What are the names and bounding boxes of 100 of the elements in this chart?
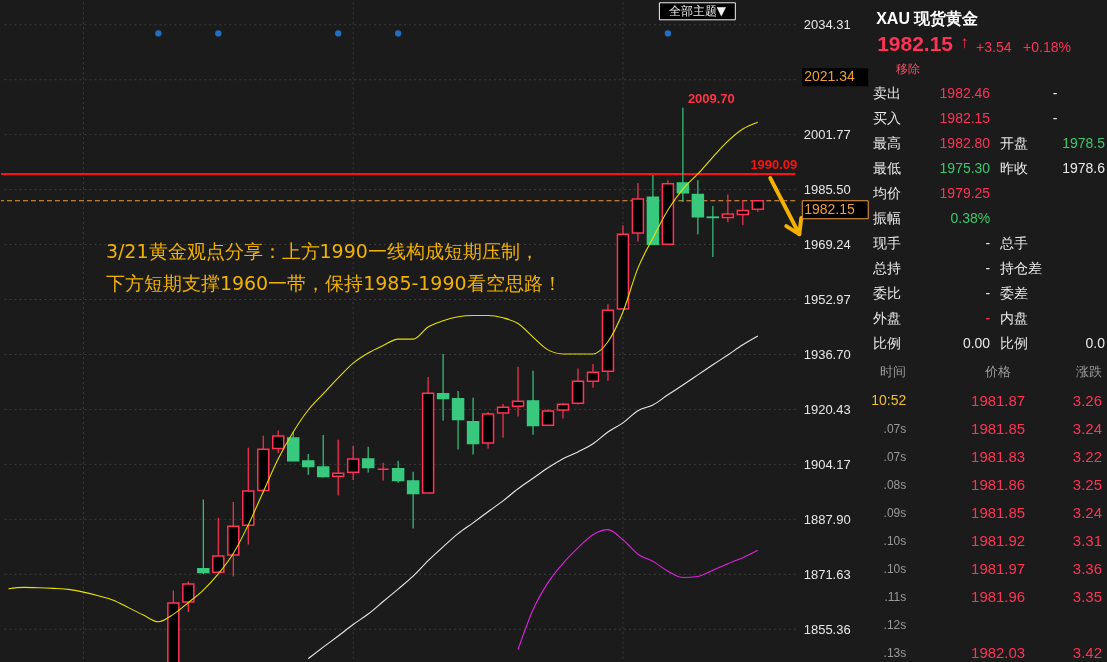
text: 1981.97: [971, 559, 1026, 577]
text: 3.24: [1072, 419, 1102, 437]
text: ↑: [960, 33, 969, 53]
candlestick: [406, 471, 420, 530]
text: .12s: [883, 617, 907, 632]
text: 1982.03: [971, 643, 1026, 661]
text: +3.54: [976, 39, 1012, 56]
text: 涨跌: [1076, 363, 1102, 379]
y-tick-label: 1871.63: [803, 566, 851, 582]
y-tick-label: 1952.97: [803, 291, 851, 307]
text: -: [1052, 110, 1058, 127]
text: 1981.87: [971, 391, 1026, 409]
text: 3.24: [1072, 503, 1102, 521]
text: 时间: [880, 363, 907, 379]
annotation: 2009.70: [687, 90, 735, 106]
text: 卖出: [873, 85, 902, 102]
text: 振幅: [873, 210, 902, 227]
text: 0.38%: [950, 210, 991, 227]
text: .10s: [883, 561, 907, 576]
text: 比例: [873, 334, 902, 351]
text: .11s: [884, 589, 907, 604]
line-series: [307, 335, 759, 660]
text: 移除: [896, 62, 921, 77]
candlestick: [721, 193, 735, 223]
text: 3.31: [1072, 531, 1102, 549]
text: 内盘: [1000, 310, 1029, 327]
candlestick: [736, 199, 750, 226]
candlestick: [496, 403, 510, 439]
text: 10:52: [871, 391, 907, 408]
candlestick: [466, 397, 480, 456]
text: 3.42: [1072, 643, 1102, 661]
text: .07s: [883, 449, 907, 464]
candlestick: [451, 390, 465, 451]
text: 3.26: [1072, 391, 1102, 409]
text: 均价: [872, 185, 902, 202]
text: 开盘: [1000, 135, 1029, 152]
text: -: [1052, 85, 1058, 102]
text: .09s: [883, 505, 907, 520]
text: 昨收: [1000, 160, 1029, 177]
text: 1981.85: [971, 419, 1026, 437]
text: 1982.46: [939, 85, 991, 102]
y-tick-label: 2034.31: [803, 17, 851, 33]
ref-line-label: 1982.15: [804, 200, 855, 217]
candlestick: [182, 581, 195, 613]
candlestick: [331, 439, 345, 497]
text: 委比: [873, 285, 902, 302]
candlestick: [346, 445, 360, 481]
text: 1981.86: [971, 475, 1026, 493]
text: -: [985, 310, 991, 327]
text: 比例: [1000, 334, 1029, 351]
y-tick-label: 1855.36: [803, 621, 851, 637]
text: 最低: [873, 160, 902, 177]
text: 持仓差: [1000, 260, 1043, 277]
text: 1981.96: [971, 587, 1026, 605]
text: 0.00: [962, 334, 991, 351]
candlestick: [286, 431, 300, 462]
y-tick-label: 1985.50: [803, 181, 851, 197]
text: 1981.92: [971, 531, 1026, 549]
text: 1978.6: [1062, 160, 1106, 177]
text: .07s: [883, 421, 907, 436]
text: XAU 现货黄金: [876, 10, 979, 29]
text: 1975.30: [939, 160, 991, 177]
annotation: 3/21黄金观点分享：上方1990一线构成短期压制，: [105, 240, 539, 263]
text: 3.35: [1072, 587, 1102, 605]
text: 3.22: [1072, 447, 1102, 465]
y-tick-label: 1936.70: [803, 346, 851, 362]
candlestick: [586, 363, 600, 389]
candlestick: [212, 517, 225, 574]
text: 3.25: [1072, 475, 1102, 493]
text: 1978.5: [1062, 135, 1106, 152]
candlestick: [316, 434, 330, 479]
text: 2021.34: [804, 68, 855, 85]
annotation: 全部主题▼: [668, 4, 727, 19]
y-tick-label: 2001.77: [803, 126, 851, 142]
y-tick-label: 1887.90: [803, 511, 851, 527]
candlestick: [197, 498, 210, 575]
text: 1982.15: [939, 110, 991, 127]
text: 委差: [1000, 285, 1029, 302]
text: 1979.25: [939, 185, 991, 202]
candlestick: [436, 353, 450, 422]
text: -: [985, 235, 991, 252]
text: 3.36: [1072, 559, 1102, 577]
text: 1982.80: [939, 135, 991, 152]
text: 1981.85: [971, 503, 1026, 521]
annotation: 下方短期支撑1960一带，保持1985-1990看空思路！: [105, 272, 562, 295]
text: +0.18%: [1023, 39, 1071, 56]
text: 1982.15: [877, 32, 954, 56]
y-tick-label: 1904.17: [803, 456, 851, 472]
text: .10s: [883, 533, 907, 548]
text: 最高: [873, 135, 902, 152]
text: .13s: [883, 645, 907, 660]
text: 1981.83: [971, 447, 1026, 465]
line-series: [517, 529, 759, 651]
text: -: [985, 285, 991, 302]
text: 现手: [873, 235, 902, 252]
text: 买入: [873, 110, 902, 127]
ref-line-label: 1990.09: [750, 156, 798, 172]
candlestick: [361, 446, 375, 474]
text: 0.0: [1085, 334, 1106, 351]
candlestick: [571, 367, 585, 406]
